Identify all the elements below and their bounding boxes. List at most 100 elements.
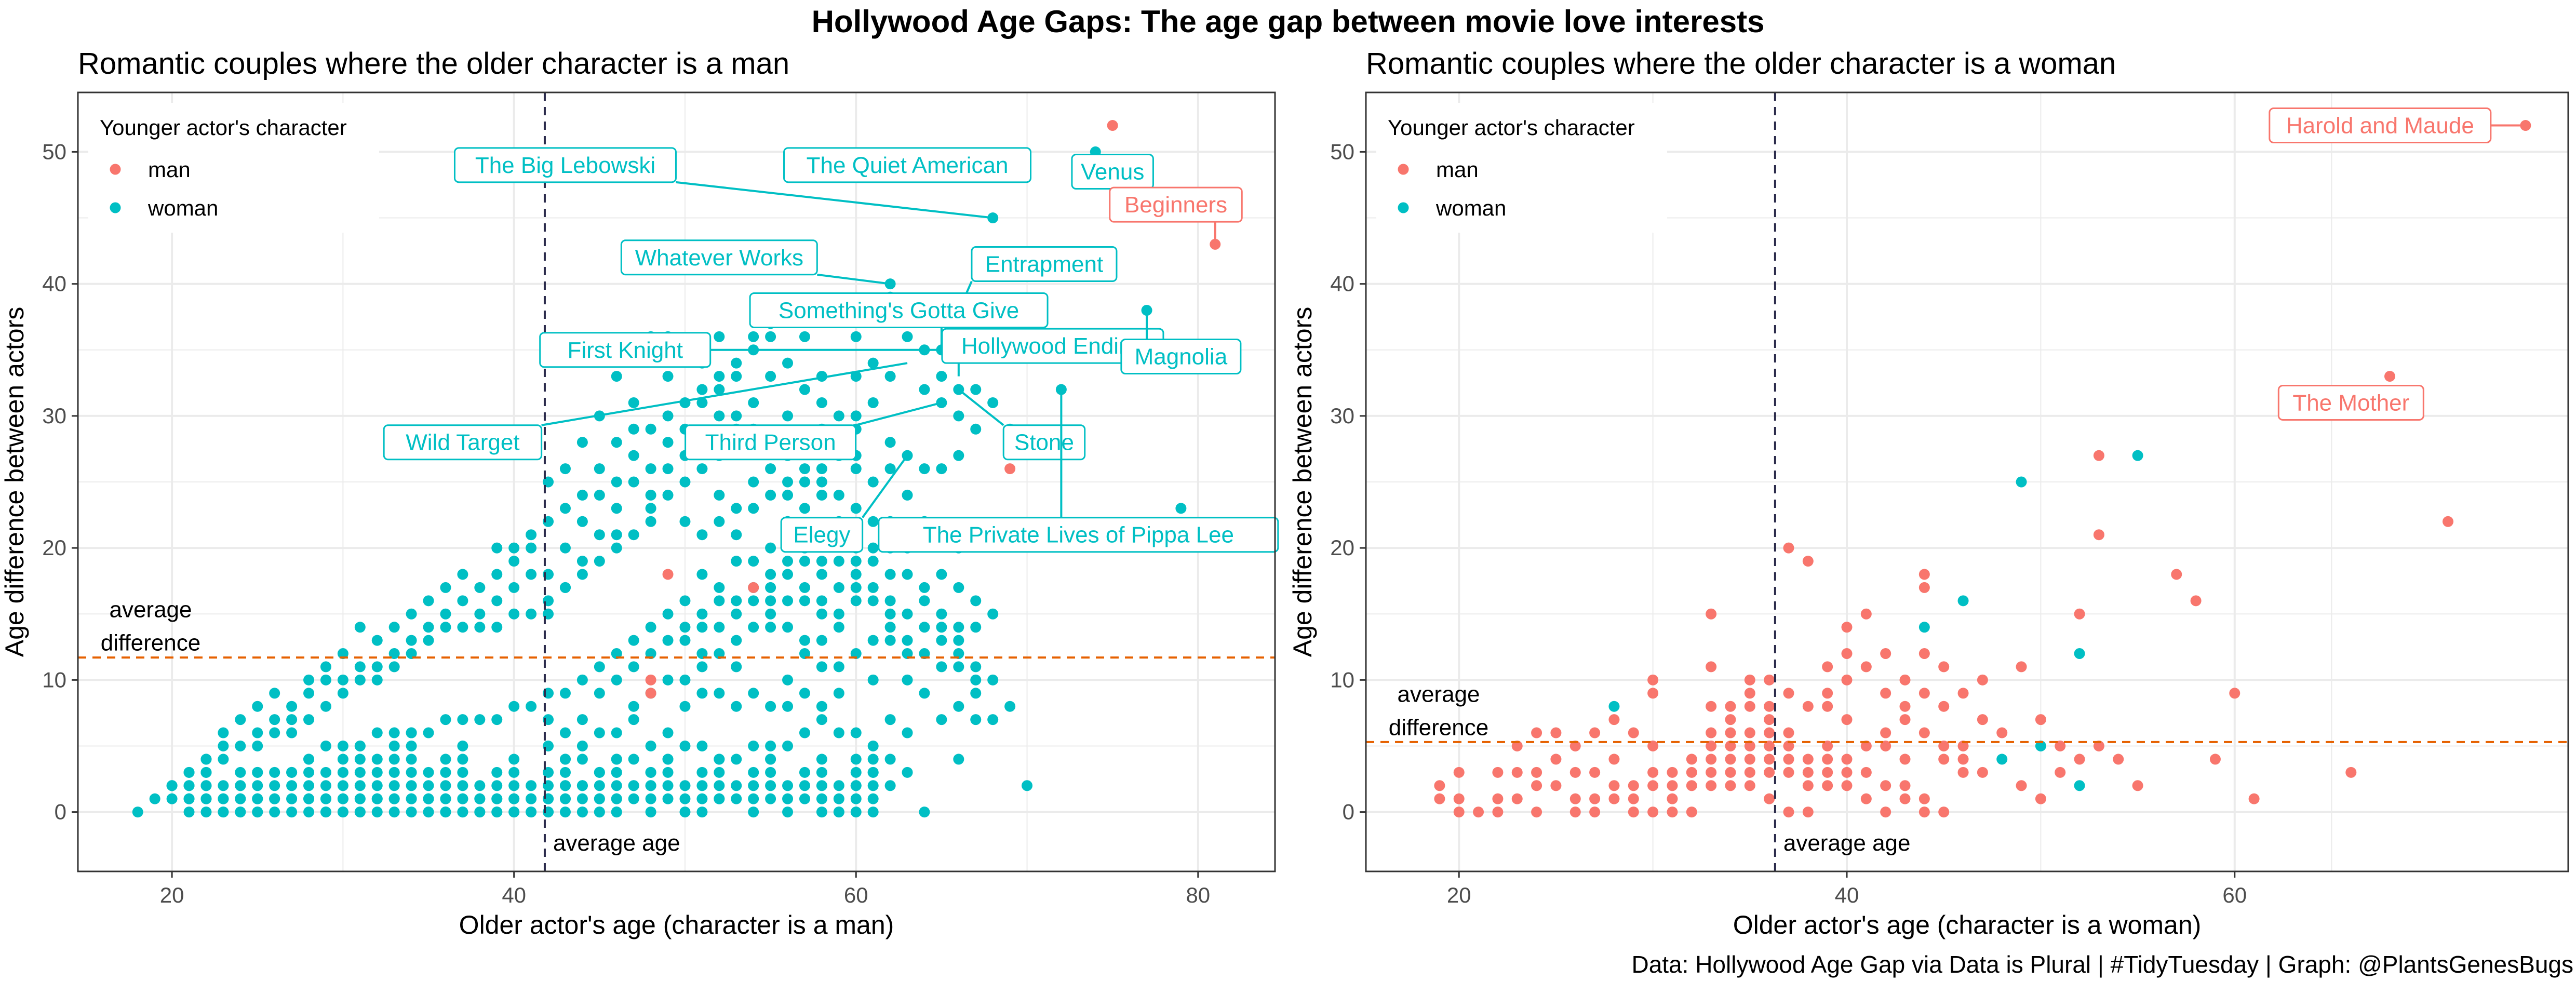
chart-1-point-woman xyxy=(867,740,879,751)
chart-1-point-woman xyxy=(559,793,571,804)
chart-1-point-woman xyxy=(799,556,810,567)
chart-2-point-man xyxy=(1686,767,1697,778)
chart-2-point-man xyxy=(2132,780,2143,791)
chart-1-point-woman xyxy=(970,622,982,633)
chart-2-point-man xyxy=(2171,569,2182,580)
chart-1-point-woman xyxy=(474,780,486,791)
chart-1-point-woman xyxy=(884,754,896,765)
chart-1-point-woman xyxy=(765,622,776,633)
chart-1-point-woman xyxy=(628,635,639,646)
chart-2-annotations: Harold and Maude The Mother xyxy=(2269,107,2526,421)
chart-2-point-man xyxy=(1918,569,1930,580)
chart-1-point-woman xyxy=(748,740,759,751)
chart-2-y-tick-label: 20 xyxy=(1330,535,1354,560)
chart-2-point-man xyxy=(2016,780,2027,791)
chart-1-point-woman xyxy=(765,754,776,765)
chart-1-point-woman xyxy=(149,793,160,804)
chart-1-point-woman xyxy=(765,740,776,751)
chart-1-annotation-label: The Private Lives of Pippa Lee xyxy=(923,522,1234,548)
chart-1-point-woman xyxy=(714,648,725,660)
chart-2-point-man xyxy=(2035,714,2046,725)
chart-2-point-man xyxy=(1511,767,1523,778)
chart-2-point-man xyxy=(1608,714,1620,725)
chart-1-point-woman xyxy=(833,410,844,422)
chart-2-point-man xyxy=(1706,608,1717,620)
chart-1-point-woman xyxy=(662,463,674,475)
chart-2-point-man xyxy=(1841,714,1853,725)
chart-1-point-woman xyxy=(183,780,195,791)
chart-2-annotation-box xyxy=(2269,107,2492,144)
chart-1-annotation-box xyxy=(539,332,712,368)
chart-1-point-woman xyxy=(867,582,879,593)
chart-1-point-woman xyxy=(731,410,742,422)
chart-1-point-woman xyxy=(765,582,776,593)
chart-1-point-woman xyxy=(611,437,622,448)
chart-panels: Romantic couples where the older charact… xyxy=(0,47,2569,939)
chart-2-point-man xyxy=(1569,807,1581,818)
chart-1-point-woman xyxy=(508,701,520,712)
chart-1-point-woman xyxy=(816,463,827,475)
chart-1-point-woman xyxy=(696,384,708,395)
chart-1-point-woman xyxy=(526,701,537,712)
chart-2-point-man xyxy=(1860,740,1872,751)
chart-1-point-woman xyxy=(867,516,879,527)
chart-2-point-man xyxy=(1899,701,1911,712)
chart-2-point-man xyxy=(1783,740,1794,751)
chart-2-y-tick-label: 30 xyxy=(1330,404,1354,428)
chart-2-point-man xyxy=(1608,793,1620,804)
chart-1-point-woman xyxy=(303,780,315,791)
chart-1-point-woman xyxy=(576,569,588,580)
chart-1-point-woman xyxy=(953,410,964,422)
chart-1-point-woman xyxy=(457,622,468,633)
chart-1-point-woman xyxy=(953,661,964,673)
chart-2-point-man xyxy=(1957,754,1969,765)
chart-1-point-woman xyxy=(371,780,383,791)
chart-1-point-woman xyxy=(765,331,776,342)
chart-2-point-man xyxy=(2093,529,2104,541)
chart-1-point-man xyxy=(645,674,656,686)
chart-1-point-woman xyxy=(884,622,896,633)
chart-2-point-man xyxy=(1764,701,1775,712)
chart-2-point-man xyxy=(1938,740,1950,751)
chart-2-x-tick-label: 40 xyxy=(1835,883,1859,907)
chart-2-point-man xyxy=(1608,780,1620,791)
chart-1-point-woman xyxy=(799,384,810,395)
chart-2-point-man xyxy=(1899,674,1911,686)
chart-2-point-man xyxy=(2093,450,2104,461)
chart-1-point-woman xyxy=(166,793,178,804)
chart-1-point-woman xyxy=(252,780,263,791)
chart-1-point-woman xyxy=(696,529,708,541)
chart-2-legend-key-man xyxy=(1398,164,1409,175)
chart-1-point-woman xyxy=(286,807,298,818)
chart-2-point-man xyxy=(1802,780,1814,791)
chart-1-point-woman xyxy=(611,542,622,554)
chart-1-point-woman xyxy=(1004,701,1016,712)
chart-2-point-man xyxy=(1628,727,1639,738)
chart-1-point-woman xyxy=(731,608,742,620)
chart-2-points xyxy=(1434,120,2531,818)
chart-1-point-woman xyxy=(406,754,417,765)
chart-1-point-woman xyxy=(594,556,605,567)
chart-2-point-man xyxy=(1802,556,1814,567)
chart-1-point-woman xyxy=(782,489,794,501)
chart-2-point-man xyxy=(1822,780,1833,791)
chart-2-point-man xyxy=(1822,740,1833,751)
chart-2-point-man xyxy=(1880,648,1891,660)
chart-2-point-man xyxy=(2055,740,2066,751)
chart-2-point-man xyxy=(1550,754,1562,765)
chart-1-point-woman xyxy=(611,780,622,791)
chart-1-annotation-box xyxy=(453,147,677,183)
chart-2-point-man xyxy=(1938,701,1950,712)
chart-1-point-woman xyxy=(576,807,588,818)
chart-2-point-man xyxy=(1880,727,1891,738)
chart-1-point-woman xyxy=(371,793,383,804)
chart-2-point-man xyxy=(1822,767,1833,778)
chart-1-point-woman xyxy=(252,807,263,818)
chart-1-point-woman xyxy=(850,807,862,818)
chart-1-point-woman xyxy=(850,754,862,765)
chart-1-point-woman xyxy=(748,331,759,342)
chart-1-point-woman xyxy=(371,635,383,646)
chart-1-point-woman xyxy=(337,754,348,765)
chart-1-point-woman xyxy=(696,608,708,620)
